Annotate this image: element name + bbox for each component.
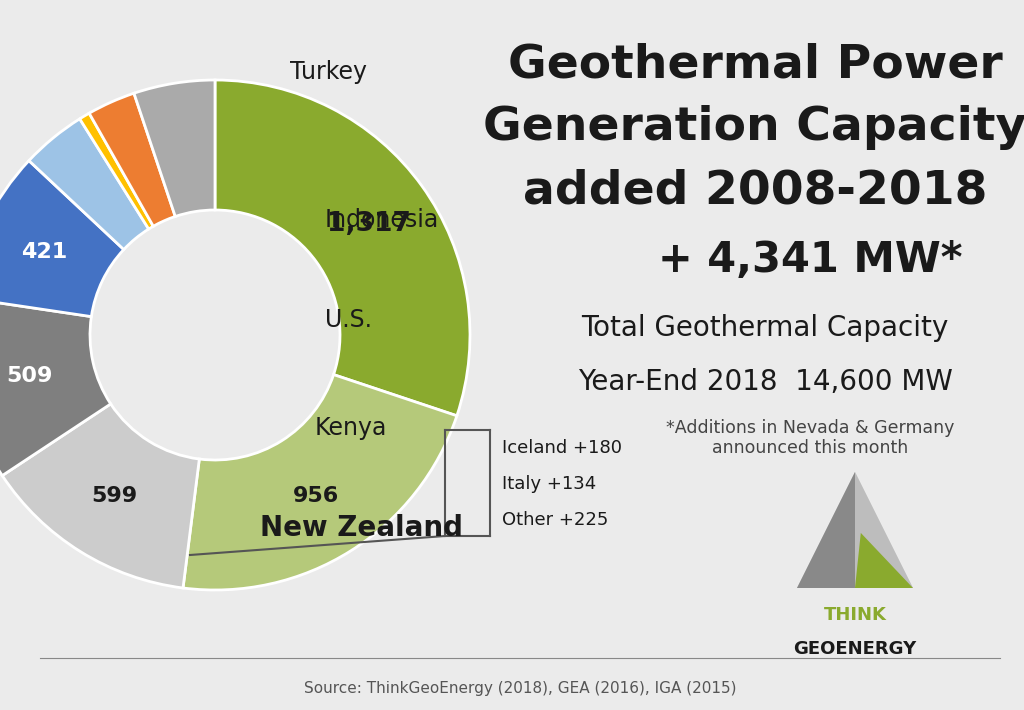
Wedge shape [89,93,175,226]
Text: 599: 599 [91,486,138,506]
Text: 1,317: 1,317 [328,211,411,237]
Text: Total Geothermal Capacity: Total Geothermal Capacity [582,314,948,342]
Polygon shape [797,472,913,588]
Text: U.S.: U.S. [325,308,372,332]
Text: Turkey: Turkey [290,60,367,84]
Wedge shape [80,113,154,229]
Text: Kenya: Kenya [315,416,387,440]
Text: Source: ThinkGeoEnergy (2018), GEA (2016), IGA (2015): Source: ThinkGeoEnergy (2018), GEA (2016… [304,680,736,696]
Text: + 4,341 MW*: + 4,341 MW* [657,239,963,281]
Text: Year-End 2018  14,600 MW: Year-End 2018 14,600 MW [578,368,952,396]
Text: New Zealand: New Zealand [260,514,463,542]
Text: GEOENERGY: GEOENERGY [794,640,916,658]
Text: Other +225: Other +225 [502,511,608,529]
Text: 509: 509 [6,366,52,386]
Wedge shape [2,404,200,588]
Wedge shape [134,80,215,217]
Wedge shape [29,119,148,249]
Text: Italy +134: Italy +134 [502,475,596,493]
Polygon shape [855,472,913,588]
Text: Iceland +180: Iceland +180 [502,439,622,457]
Text: Generation Capacity: Generation Capacity [483,106,1024,151]
Wedge shape [183,375,457,590]
Text: *Additions in Nevada & Germany
announced this month: *Additions in Nevada & Germany announced… [666,419,954,457]
Text: added 2008-2018: added 2008-2018 [523,168,987,214]
Wedge shape [215,80,470,416]
Wedge shape [0,297,111,476]
Text: Geothermal Power: Geothermal Power [508,43,1002,87]
Wedge shape [0,160,124,317]
Text: 421: 421 [20,242,67,262]
Text: 956: 956 [293,486,339,506]
Polygon shape [855,533,913,588]
Polygon shape [797,472,855,588]
Text: THINK: THINK [823,606,887,624]
Text: Indonesia: Indonesia [325,208,439,232]
